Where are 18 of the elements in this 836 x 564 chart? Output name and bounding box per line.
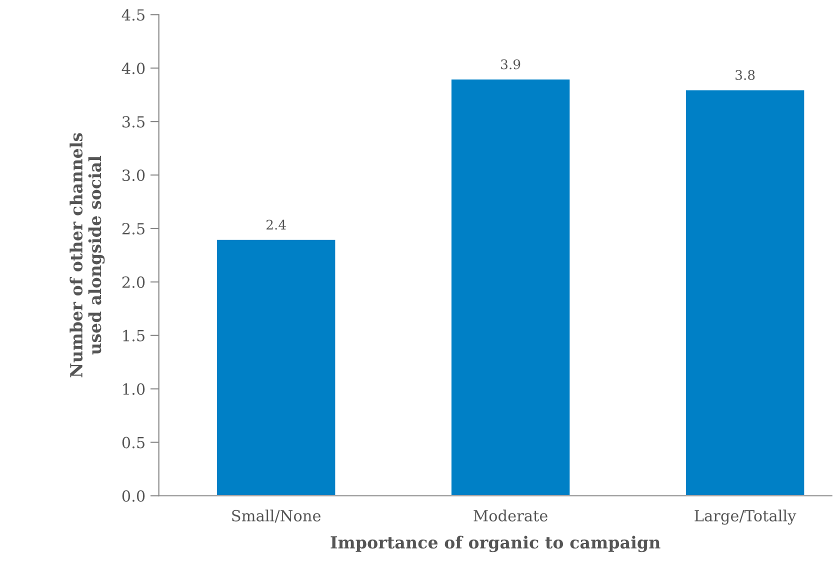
text: 2.5	[122, 222, 144, 235]
text: 4.5	[122, 9, 144, 21]
data-label: 3.8	[736, 70, 755, 80]
text: 3.0	[122, 169, 145, 182]
x-axis-title: Importance of organic to campaign	[330, 536, 660, 552]
x-tick-label: Small/None	[232, 510, 321, 523]
text: 4.0	[122, 62, 145, 74]
text: 1.5	[123, 330, 144, 342]
x-tick-label: Moderate	[474, 510, 548, 522]
data-label: 3.9	[501, 59, 520, 70]
x-tick-label: Large/Totally	[694, 510, 796, 525]
text: 0.0	[122, 490, 145, 502]
text: 0.5	[122, 436, 144, 448]
data-label: 2.4	[266, 220, 286, 230]
y-axis-title: Number of other channels used alongside social	[70, 133, 105, 378]
text: 1.0	[123, 383, 145, 395]
text: 3.5	[122, 116, 144, 128]
text: 2.0	[122, 276, 145, 288]
